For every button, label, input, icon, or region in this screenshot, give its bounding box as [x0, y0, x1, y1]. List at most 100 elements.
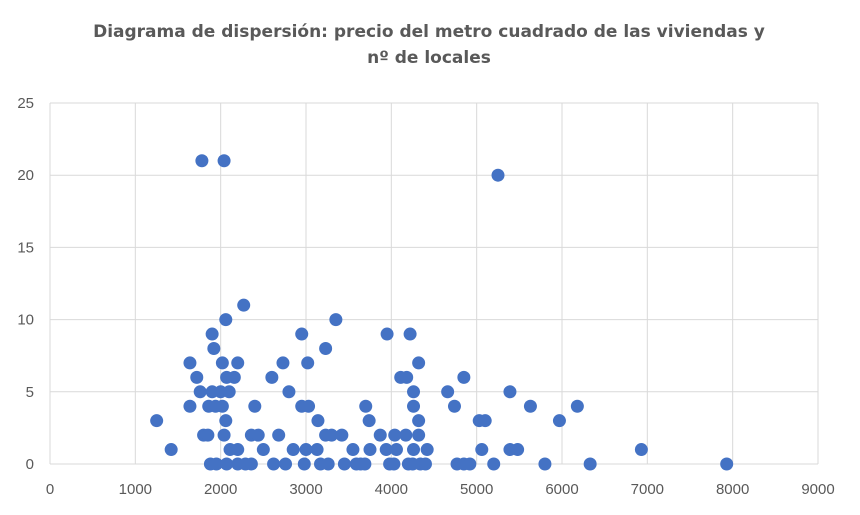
y-tick-label: 10: [17, 312, 34, 329]
data-point: [231, 356, 245, 370]
y-tick-label: 20: [17, 167, 34, 184]
data-point: [503, 385, 517, 399]
data-point: [538, 457, 552, 471]
data-point: [301, 356, 315, 370]
data-point: [217, 428, 231, 442]
data-point: [195, 154, 209, 168]
data-point: [319, 341, 333, 355]
data-point: [297, 457, 311, 471]
data-point: [251, 428, 265, 442]
data-point: [412, 414, 426, 428]
tick-labels: 0 1000 2000 3000 4000 5000 6000 7000 8000 9000 0 5 1…: [17, 95, 834, 498]
data-point: [217, 154, 231, 168]
data-point: [720, 457, 734, 471]
data-point: [329, 313, 343, 327]
data-point: [325, 428, 339, 442]
data-point: [215, 356, 229, 370]
data-point: [335, 428, 349, 442]
data-point: [265, 370, 279, 384]
data-point: [209, 457, 223, 471]
data-point: [407, 385, 421, 399]
x-tick-label: 3000: [289, 481, 322, 498]
data-point: [552, 414, 566, 428]
data-point: [248, 399, 262, 413]
data-point: [219, 414, 233, 428]
data-point: [321, 457, 335, 471]
data-point: [164, 443, 178, 457]
data-point: [299, 443, 313, 457]
data-point: [634, 443, 648, 457]
x-tick-label: 6000: [545, 481, 578, 498]
data-point: [457, 370, 471, 384]
data-point: [295, 327, 309, 341]
data-point: [412, 356, 426, 370]
data-point: [478, 414, 492, 428]
data-point: [272, 428, 286, 442]
data-point: [302, 399, 316, 413]
data-point: [219, 313, 233, 327]
data-point: [412, 428, 426, 442]
data-point: [311, 414, 325, 428]
data-point: [193, 385, 207, 399]
data-point: [373, 428, 387, 442]
data-point: [403, 327, 417, 341]
data-point: [447, 399, 461, 413]
data-point: [511, 443, 525, 457]
gridlines: [49, 102, 819, 465]
x-tick-label: 7000: [631, 481, 664, 498]
data-point: [205, 327, 219, 341]
data-point: [358, 457, 372, 471]
data-point: [256, 443, 270, 457]
data-point: [231, 443, 245, 457]
data-point: [237, 298, 251, 312]
x-tick-label: 0: [46, 481, 54, 498]
data-point: [359, 399, 373, 413]
data-point: [310, 443, 324, 457]
data-point: [487, 457, 501, 471]
data-point: [150, 414, 164, 428]
data-point: [379, 443, 393, 457]
data-point: [276, 356, 290, 370]
x-tick-label: 4000: [375, 481, 408, 498]
x-tick-label: 8000: [716, 481, 749, 498]
data-point: [337, 457, 351, 471]
data-point: [362, 414, 376, 428]
data-point: [583, 457, 597, 471]
data-point: [418, 457, 432, 471]
y-tick-label: 0: [26, 456, 34, 473]
data-point: [420, 443, 434, 457]
data-point: [282, 385, 296, 399]
data-point: [389, 443, 403, 457]
data-point: [491, 168, 505, 182]
data-point: [227, 370, 241, 384]
data-point: [244, 457, 258, 471]
x-tick-label: 5000: [460, 481, 493, 498]
data-point: [215, 399, 229, 413]
y-tick-label: 25: [17, 95, 34, 112]
data-point: [523, 399, 537, 413]
data-point: [407, 399, 421, 413]
data-point: [388, 428, 402, 442]
data-point: [346, 443, 360, 457]
data-point: [207, 341, 221, 355]
x-tick-label: 9000: [801, 481, 834, 498]
data-point: [363, 443, 377, 457]
data-point: [201, 428, 215, 442]
chart-title-line-1: Diagrama de dispersión: precio del metro…: [93, 22, 765, 42]
data-point: [387, 457, 401, 471]
data-point: [400, 370, 414, 384]
data-point: [399, 428, 413, 442]
data-point: [183, 356, 197, 370]
data-point: [380, 327, 394, 341]
data-points: [150, 154, 734, 471]
data-point: [220, 457, 234, 471]
data-point: [570, 399, 584, 413]
data-point: [222, 385, 236, 399]
chart-title-line-2: nº de locales: [367, 48, 491, 68]
data-point: [190, 370, 204, 384]
y-tick-label: 15: [17, 239, 34, 256]
data-point: [475, 443, 489, 457]
data-point: [407, 443, 421, 457]
data-point: [441, 385, 455, 399]
